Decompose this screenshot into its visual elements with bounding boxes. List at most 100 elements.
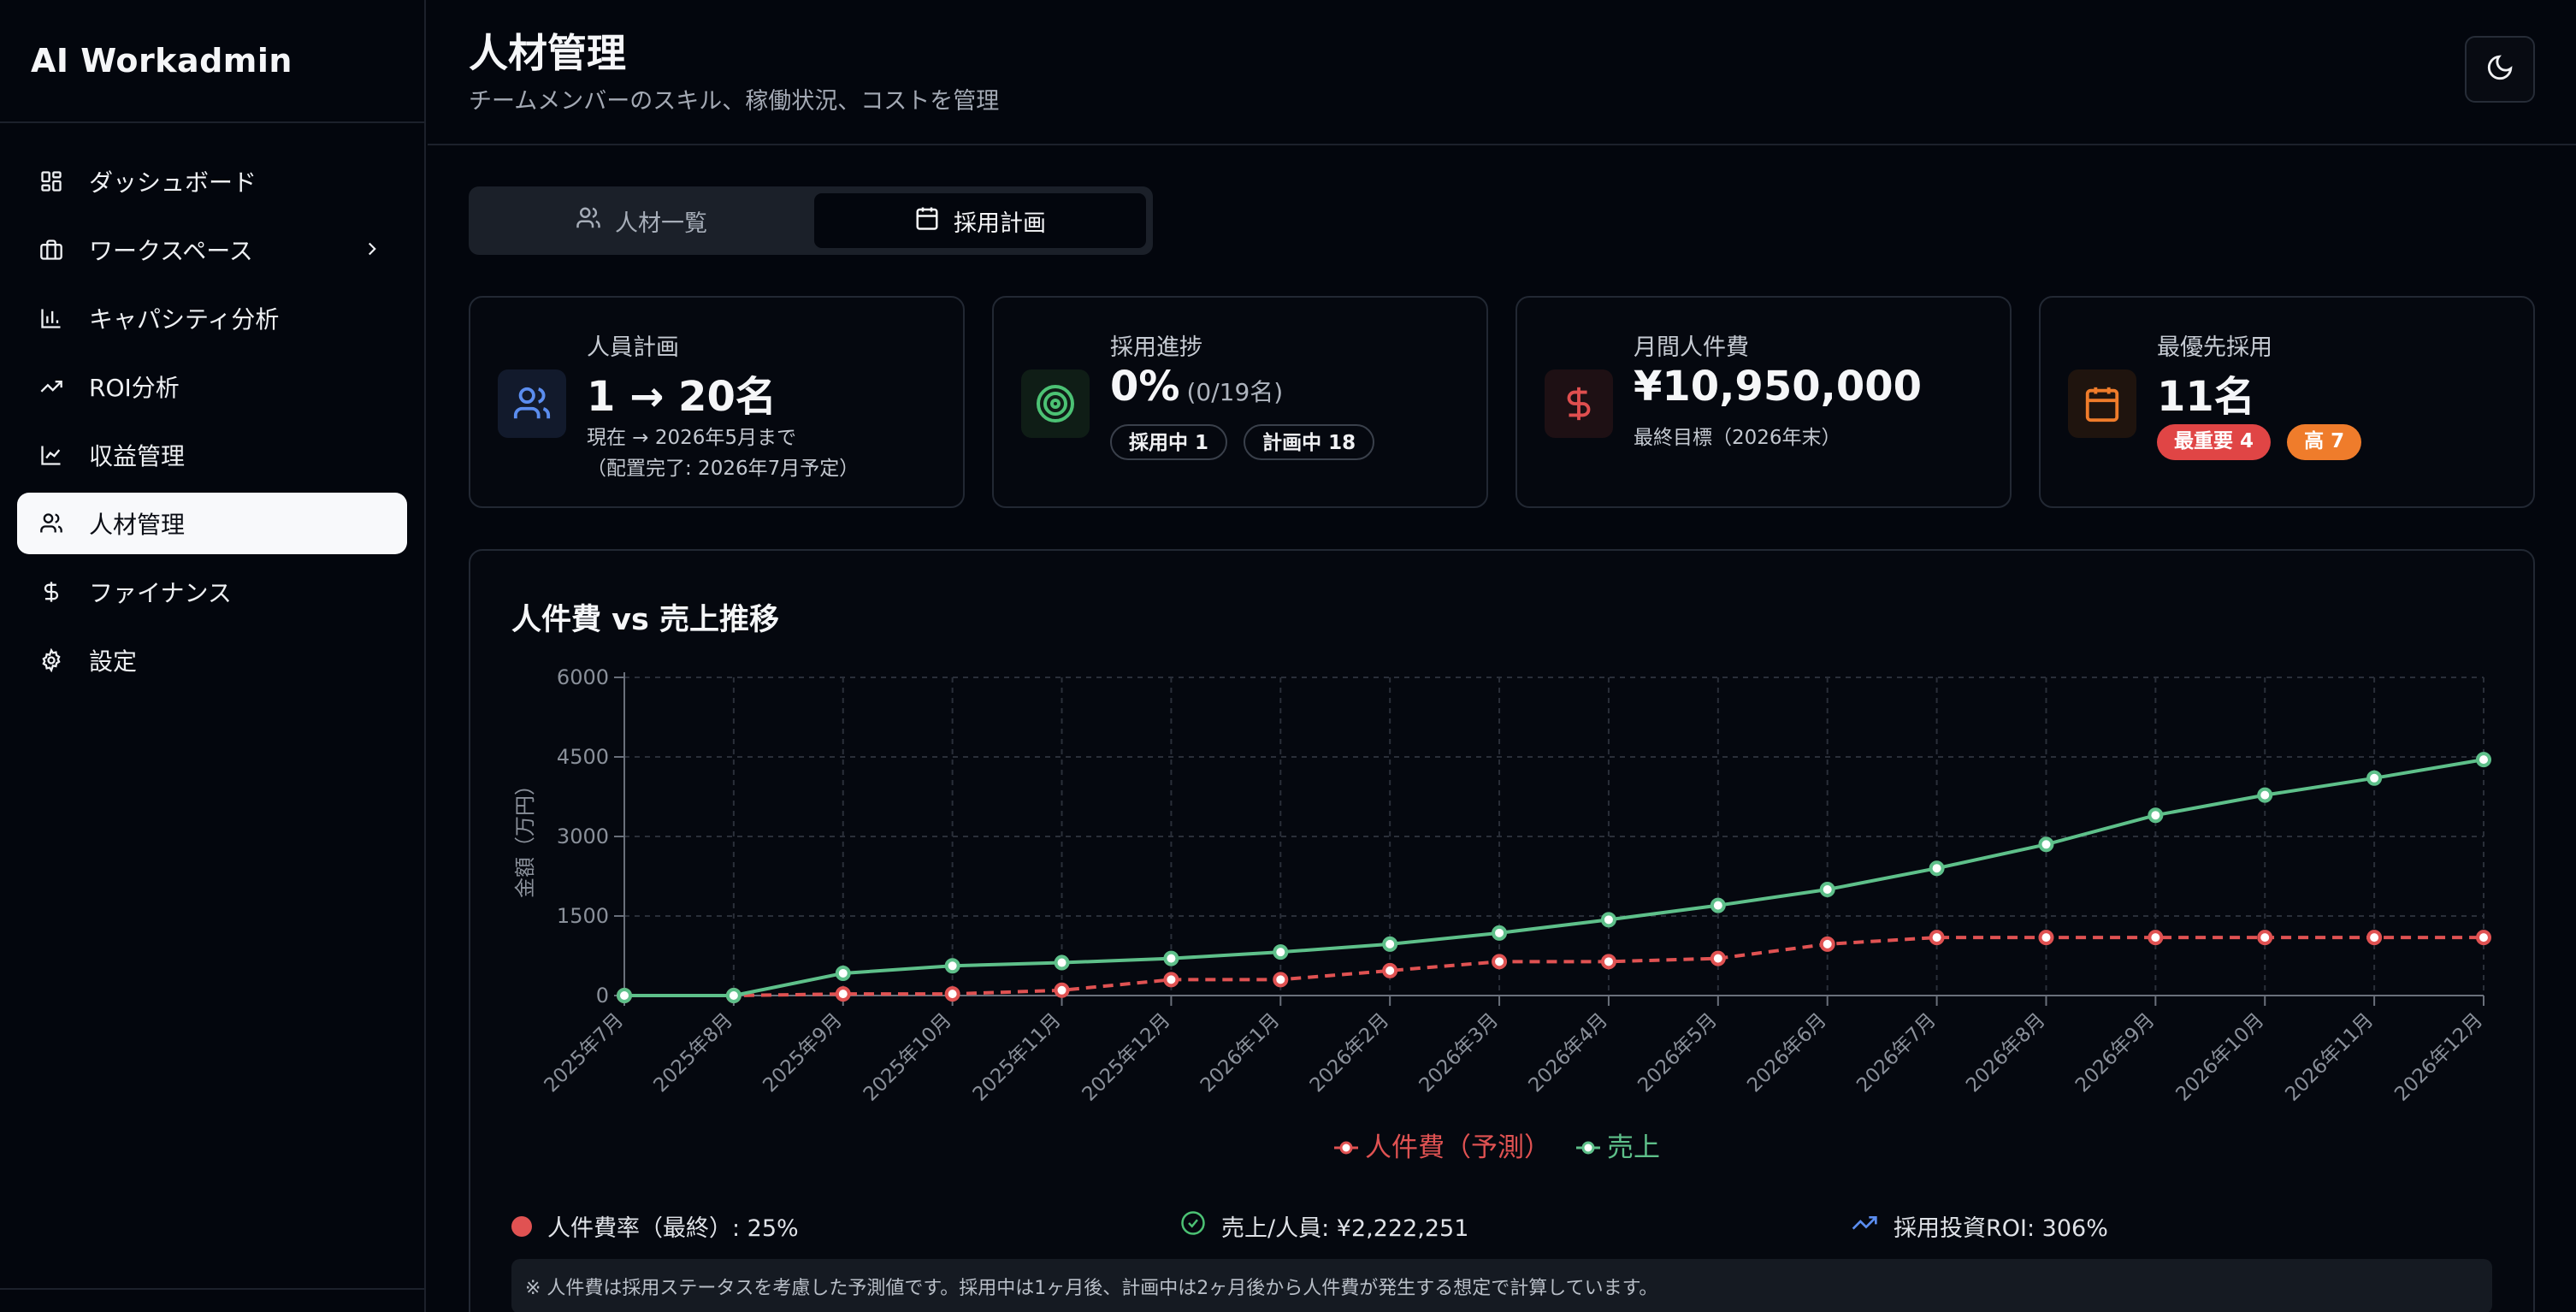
series-line-sales	[624, 758, 2484, 997]
sidebar-item-label: ワークスペース	[89, 237, 253, 265]
x-tick-label: 2025年8月	[649, 1009, 737, 1097]
trending-up-icon	[38, 373, 65, 400]
data-point-sales	[2366, 770, 2383, 786]
y-tick-label: 4500	[557, 745, 609, 769]
status-badge-hiring: 採用中 1	[1110, 424, 1228, 460]
tab-hiring-plan[interactable]: 採用計画	[814, 193, 1146, 248]
theme-toggle-button[interactable]	[2465, 36, 2535, 103]
sidebar-item-revenue[interactable]: 収益管理	[17, 424, 407, 486]
chart-note: ※ 人件費は採用ステータスを考慮した予測値です。採用中は1ヶ月後、計画中は2ヶ月…	[511, 1259, 2492, 1312]
tab-talent-list[interactable]: 人材一覧	[476, 193, 807, 248]
y-tick-label: 0	[596, 984, 609, 1008]
moon-icon	[2485, 53, 2514, 86]
data-point-cost	[2148, 930, 2164, 946]
tab-label: 人材一覧	[615, 210, 707, 237]
series-line-cost	[624, 936, 2484, 997]
priority-pills: 最重要 4 高 7	[2157, 424, 2373, 460]
priority-badge-critical: 最重要 4	[2157, 424, 2272, 460]
x-tick-label: 2026年1月	[1196, 1009, 1285, 1097]
card-subtext: 最終目標（2026年末）	[1634, 427, 1841, 449]
data-point-cost	[2038, 930, 2054, 946]
sidebar-item-label: ROI分析	[89, 374, 180, 402]
legend-label-sales: 売上	[1607, 1132, 1660, 1163]
card-label: 採用進捗	[1110, 334, 1202, 361]
x-tick-label: 2025年12月	[1078, 1009, 1175, 1106]
card-label: 人員計画	[587, 334, 679, 361]
page-subtitle: チームメンバーのスキル、稼働状況、コストを管理	[469, 88, 1000, 115]
data-point-cost	[2257, 930, 2273, 946]
sidebar-item-finance[interactable]: ファイナンス	[17, 561, 407, 623]
x-tick-label: 2026年10月	[2171, 1009, 2268, 1106]
x-tick-label: 2026年11月	[2281, 1009, 2378, 1106]
data-point-sales	[1929, 860, 1945, 877]
x-tick-label: 2026年12月	[2390, 1009, 2487, 1106]
data-point-sales	[1600, 912, 1616, 928]
card-value: ¥10,950,000	[1634, 363, 1923, 411]
card-value: 1 → 20名	[587, 373, 777, 421]
stat-sales-per-person: 売上/人員: ¥2,222,251	[1180, 1209, 1468, 1243]
sidebar-item-label: ファイナンス	[89, 579, 232, 607]
users-icon	[576, 205, 615, 237]
status-badge-planned: 計画中 18	[1244, 424, 1375, 460]
data-point-sales	[1273, 944, 1289, 960]
brand-logo[interactable]: AI Workadmin	[0, 0, 424, 123]
headcount-plan-card: 人員計画 1 → 20名 現在 → 2026年5月まで （配置完了: 2026年…	[469, 296, 965, 508]
data-point-cost	[1710, 950, 1726, 966]
x-tick-label: 2026年7月	[1852, 1009, 1941, 1097]
stat-text: 人件費率（最終）: 25%	[547, 1215, 799, 1242]
data-point-cost	[2476, 930, 2491, 946]
hiring-progress-card: 採用進捗 0% (0/19名) 採用中 1 計画中 18	[992, 296, 1488, 508]
data-point-cost	[1273, 972, 1289, 988]
briefcase-icon	[38, 236, 65, 263]
card-value: 11名	[2157, 373, 2255, 421]
data-point-cost	[1163, 972, 1179, 988]
sidebar-item-dashboard[interactable]: ダッシュボード	[17, 151, 407, 212]
stat-text: 採用投資ROI: 306%	[1894, 1215, 2108, 1242]
x-tick-label: 2026年4月	[1525, 1009, 1613, 1097]
data-point-cost	[944, 986, 960, 1002]
users-icon	[38, 510, 65, 537]
x-tick-label: 2025年7月	[541, 1009, 629, 1097]
data-point-cost	[1600, 954, 1616, 970]
chart-title: 人件費 vs 売上推移	[511, 603, 780, 637]
sidebar: AI Workadmin ダッシュボード ワークスペース キャパシティ分析	[0, 0, 426, 1312]
sidebar-footer	[0, 1288, 424, 1312]
data-point-sales	[2038, 836, 2054, 853]
gear-icon	[38, 647, 65, 674]
sidebar-item-label: キャパシティ分析	[89, 305, 280, 334]
data-point-cost	[1054, 982, 1070, 998]
red-dot-icon	[511, 1215, 532, 1237]
sidebar-item-label: 収益管理	[89, 442, 186, 470]
progress-percent: 0%	[1110, 363, 1180, 411]
x-tick-label: 2026年8月	[1962, 1009, 2050, 1097]
data-point-sales	[725, 988, 741, 1003]
x-tick-label: 2026年2月	[1306, 1009, 1394, 1097]
x-tick-label: 2026年6月	[1743, 1009, 1831, 1097]
chevron-right-icon[interactable]	[361, 238, 383, 266]
status-pills: 採用中 1 計画中 18	[1110, 424, 1386, 460]
data-point-sales	[944, 958, 960, 974]
card-subtext: 現在 → 2026年5月まで （配置完了: 2026年7月予定）	[587, 423, 859, 484]
sidebar-item-roi[interactable]: ROI分析	[17, 356, 407, 417]
x-tick-label: 2025年10月	[860, 1009, 956, 1106]
sidebar-item-talent[interactable]: 人材管理	[17, 493, 407, 554]
data-point-sales	[1819, 882, 1835, 897]
check-circle-icon	[1180, 1210, 1221, 1242]
sidebar-item-label: 設定	[89, 647, 138, 676]
legend-marker-dot-sales	[1581, 1141, 1595, 1155]
y-tick-label: 1500	[557, 904, 609, 928]
view-tabs: 人材一覧 採用計画	[469, 186, 1153, 255]
sidebar-item-workspace[interactable]: ワークスペース	[17, 219, 407, 281]
y-axis-label: 金額（万円）	[513, 775, 537, 898]
page-title: 人材管理	[469, 30, 626, 76]
stat-cost-ratio: 人件費率（最終）: 25%	[511, 1209, 799, 1243]
users-icon	[498, 369, 566, 438]
data-point-cost	[1929, 930, 1945, 946]
sidebar-item-settings[interactable]: 設定	[17, 629, 407, 691]
stat-hiring-roi: 採用投資ROI: 306%	[1851, 1209, 2108, 1243]
data-point-sales	[1382, 936, 1398, 952]
x-tick-label: 2025年11月	[969, 1009, 1066, 1106]
sidebar-item-capacity[interactable]: キャパシティ分析	[17, 287, 407, 349]
data-point-sales	[1054, 954, 1070, 971]
